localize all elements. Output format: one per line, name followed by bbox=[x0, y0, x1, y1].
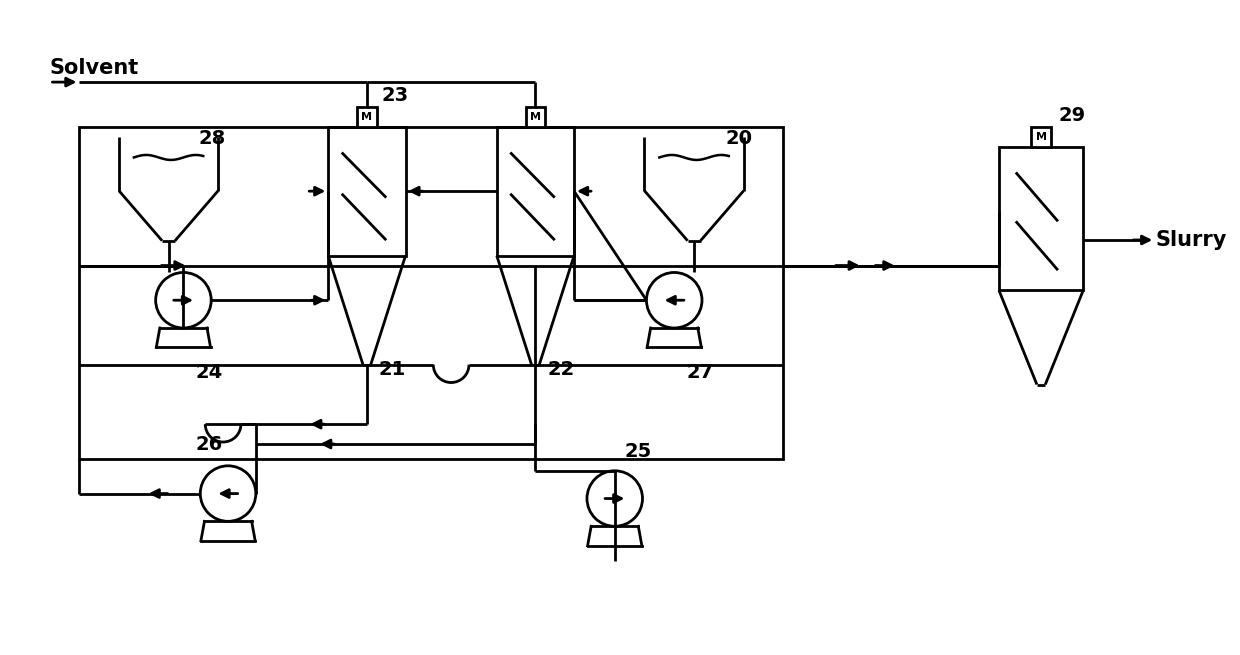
Bar bbox=[1032, 126, 1052, 147]
Bar bbox=[497, 126, 574, 255]
Bar bbox=[357, 107, 377, 126]
Bar bbox=[999, 147, 1084, 290]
Text: 24: 24 bbox=[196, 363, 222, 382]
Text: 22: 22 bbox=[547, 360, 574, 379]
Text: 21: 21 bbox=[378, 360, 405, 379]
Bar bbox=[79, 126, 784, 459]
Text: 25: 25 bbox=[625, 442, 652, 461]
Bar bbox=[526, 107, 546, 126]
Text: 28: 28 bbox=[198, 128, 226, 147]
Text: Solvent: Solvent bbox=[50, 58, 139, 78]
Text: M: M bbox=[361, 112, 372, 122]
Text: M: M bbox=[1035, 132, 1047, 141]
Text: Slurry: Slurry bbox=[1156, 230, 1226, 250]
Text: 26: 26 bbox=[196, 435, 223, 454]
Bar bbox=[329, 126, 405, 255]
Text: 20: 20 bbox=[725, 128, 753, 147]
Text: 29: 29 bbox=[1059, 105, 1086, 124]
Text: M: M bbox=[529, 112, 541, 122]
Text: 27: 27 bbox=[686, 363, 713, 382]
Text: 23: 23 bbox=[382, 86, 409, 105]
